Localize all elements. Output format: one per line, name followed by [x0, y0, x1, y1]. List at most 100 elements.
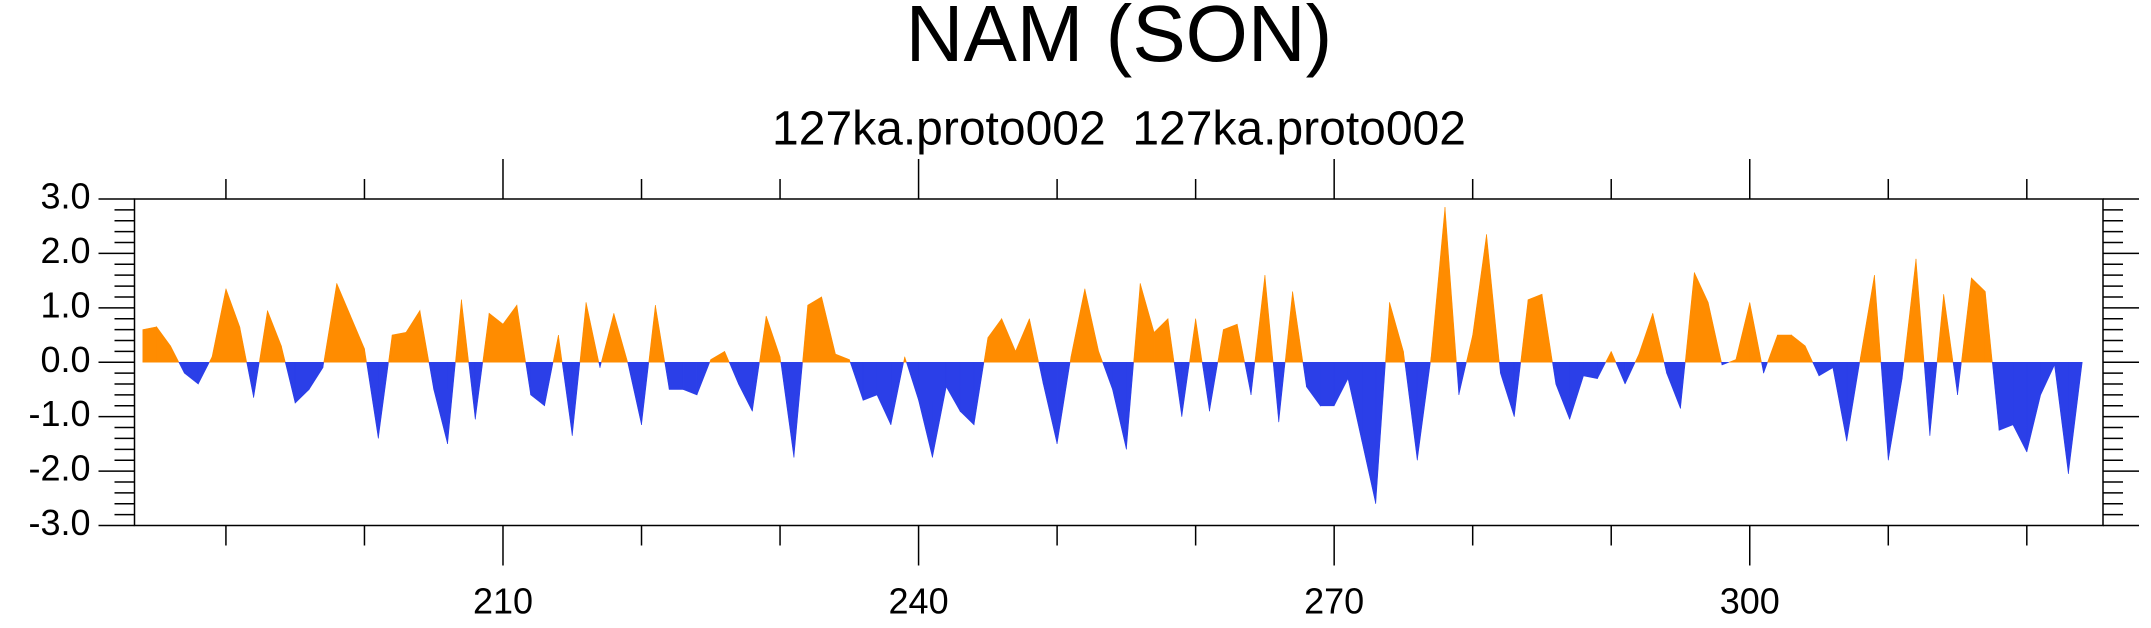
positive-area: [655, 305, 666, 363]
positive-area: [208, 356, 213, 363]
negative-area: [253, 361, 260, 398]
negative-area: [433, 361, 448, 444]
negative-area: [561, 361, 573, 436]
negative-area: [1761, 361, 1764, 374]
y-tick-label: 2.0: [40, 230, 90, 271]
y-tick-label: 0.0: [40, 339, 90, 380]
positive-area: [1684, 272, 1695, 363]
positive-area: [648, 305, 656, 363]
negative-area: [284, 361, 296, 404]
negative-area: [1458, 361, 1467, 395]
chart-title: NAM (SON): [906, 0, 1333, 78]
negative-area: [308, 361, 324, 391]
negative-area: [1952, 361, 1958, 395]
negative-area: [1250, 361, 1256, 395]
negative-area: [1333, 361, 1349, 406]
negative-area: [1957, 361, 1962, 395]
positive-area: [802, 305, 809, 363]
positive-area: [258, 310, 268, 363]
negative-area: [1056, 361, 1071, 444]
positive-area: [1385, 302, 1390, 363]
negative-area: [184, 361, 199, 385]
positive-area: [983, 337, 989, 363]
positive-area: [1139, 283, 1155, 363]
negative-area: [664, 361, 670, 390]
positive-area: [239, 326, 248, 363]
negative-area: [1306, 361, 1321, 407]
negative-area: [1272, 361, 1280, 423]
negative-area: [474, 361, 484, 420]
positive-area: [1903, 258, 1917, 363]
positive-area: [156, 325, 171, 363]
positive-area: [1133, 283, 1141, 363]
negative-area: [1404, 361, 1418, 461]
positive-area: [364, 348, 367, 363]
positive-area: [281, 345, 286, 363]
positive-area: [1735, 302, 1751, 363]
positive-area: [759, 315, 767, 363]
negative-area: [366, 361, 379, 439]
positive-area: [142, 326, 157, 363]
positive-area: [1915, 258, 1925, 363]
negative-area: [447, 361, 456, 444]
negative-area: [1901, 361, 1905, 379]
positive-area: [1694, 272, 1709, 363]
negative-area: [1763, 361, 1768, 374]
positive-area: [1070, 288, 1086, 363]
negative-area: [1038, 361, 1044, 385]
positive-area: [1466, 334, 1473, 363]
negative-area: [544, 361, 554, 406]
positive-area: [1444, 207, 1457, 363]
positive-area: [350, 315, 365, 363]
positive-area: [1015, 318, 1030, 363]
positive-area: [765, 315, 781, 363]
positive-area: [807, 296, 822, 363]
positive-area: [1217, 329, 1224, 363]
positive-area: [552, 334, 559, 363]
positive-area: [1936, 294, 1944, 363]
positive-area: [323, 283, 338, 363]
negative-area: [738, 361, 753, 412]
negative-area: [1991, 361, 2000, 431]
negative-area: [696, 361, 711, 396]
negative-area: [1597, 361, 1607, 379]
positive-area: [405, 309, 421, 363]
positive-area: [600, 313, 615, 363]
positive-area: [516, 305, 527, 363]
positive-area: [1984, 291, 1993, 363]
negative-area: [1112, 361, 1127, 450]
y-tick-label: -2.0: [28, 448, 90, 489]
positive-area: [1541, 294, 1553, 363]
positive-area: [1284, 291, 1293, 363]
negative-area: [906, 361, 919, 401]
negative-area: [1624, 361, 1636, 385]
negative-area: [294, 361, 310, 404]
positive-area: [336, 283, 351, 363]
positive-area: [1860, 275, 1875, 363]
positive-area: [1943, 294, 1954, 363]
negative-area: [1846, 361, 1861, 442]
negative-area: [1201, 361, 1210, 412]
negative-area: [246, 361, 254, 398]
negative-area: [1923, 361, 1931, 436]
positive-area: [461, 299, 470, 363]
negative-area: [1680, 361, 1686, 409]
positive-area: [835, 353, 850, 363]
negative-area: [1042, 361, 1058, 444]
negative-area: [1181, 361, 1190, 417]
negative-area: [1347, 361, 1363, 442]
positive-area: [987, 317, 1002, 363]
x-tick-label: 270: [1304, 581, 1364, 622]
negative-area: [1818, 361, 1834, 377]
negative-area: [1126, 361, 1134, 450]
positive-area: [1777, 334, 1792, 363]
positive-area: [1001, 318, 1016, 363]
negative-area: [1887, 361, 1903, 461]
positive-area: [1153, 318, 1169, 363]
negative-area: [1513, 361, 1522, 417]
negative-area: [959, 361, 975, 426]
negative-area: [780, 361, 795, 458]
negative-area: [2054, 361, 2069, 474]
